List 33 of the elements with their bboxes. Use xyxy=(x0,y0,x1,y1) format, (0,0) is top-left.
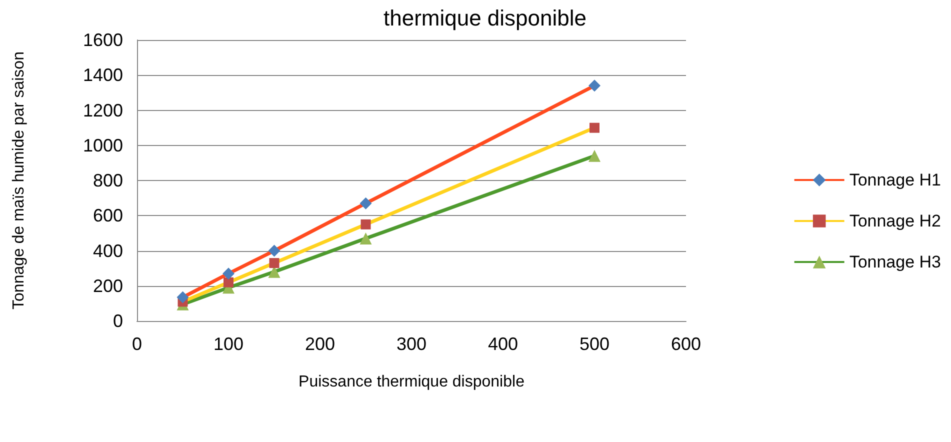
legend-label: Tonnage H2 xyxy=(849,212,942,230)
x-axis-title: Puissance thermique disponible xyxy=(298,374,525,390)
y-tick-label: 1600 xyxy=(82,30,123,50)
x-tick-label: 400 xyxy=(488,334,518,354)
y-tick-label: 800 xyxy=(92,170,123,190)
x-tick-label: 500 xyxy=(579,334,610,354)
x-tick-label: 100 xyxy=(213,334,244,354)
legend-label: Tonnage H1 xyxy=(849,170,942,190)
y-tick-label: 200 xyxy=(92,276,123,296)
y-tick-label: 1200 xyxy=(82,100,123,120)
y-tick-label: 1000 xyxy=(82,135,123,156)
legend-label: Tonnage H3 xyxy=(849,252,942,272)
point xyxy=(222,268,234,280)
point xyxy=(590,122,600,133)
x-tick-label: 600 xyxy=(670,334,702,354)
y-tick-label: 0 xyxy=(112,311,123,331)
y-tick-label: 600 xyxy=(92,206,123,226)
x-tick-label: 300 xyxy=(396,334,427,354)
y-tick-label: 400 xyxy=(92,240,123,261)
point xyxy=(269,258,280,268)
y-axis-title: Tonnage de maïs humide par saison xyxy=(10,52,28,310)
point xyxy=(268,244,280,257)
y-tick-label: 1400 xyxy=(82,65,123,86)
point xyxy=(588,80,600,92)
point xyxy=(176,291,189,304)
x-tick-label: 200 xyxy=(304,334,336,354)
point xyxy=(360,197,372,210)
point xyxy=(360,232,372,244)
point xyxy=(588,150,600,162)
point xyxy=(360,219,371,230)
x-tick-label: 0 xyxy=(132,334,142,354)
point xyxy=(224,277,234,288)
chart-title: thermique disponible xyxy=(383,6,587,30)
